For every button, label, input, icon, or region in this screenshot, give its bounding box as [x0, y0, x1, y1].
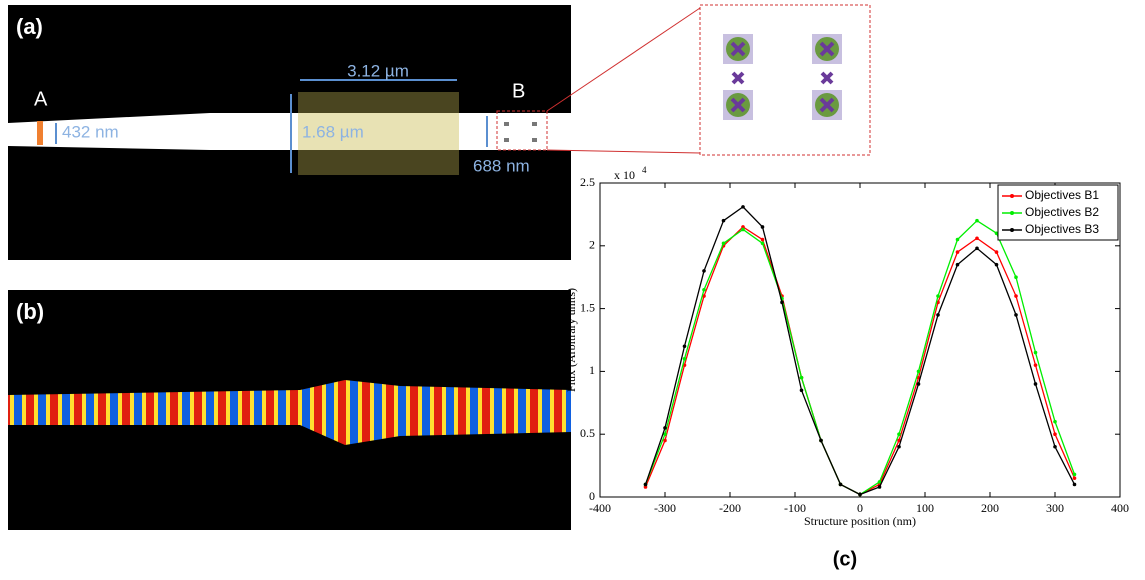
data-point — [916, 382, 921, 386]
dimension-label: 688 nm — [473, 156, 530, 175]
data-point — [955, 237, 960, 242]
data-point — [858, 492, 862, 497]
y-tick-label: 2.5 — [580, 175, 595, 189]
x-tick-label: 100 — [916, 501, 934, 515]
x-tick-label: 200 — [981, 501, 999, 515]
data-point — [994, 250, 999, 254]
panel-b: (b) — [8, 290, 571, 530]
x-tick-label: 0 — [857, 501, 863, 515]
x-tick-label: 400 — [1111, 501, 1129, 515]
x-tick-label: -200 — [719, 501, 741, 515]
data-point — [663, 432, 667, 437]
x-axis-label: Structure position (nm) — [804, 514, 916, 528]
data-point — [1072, 482, 1077, 487]
legend-marker — [1010, 194, 1014, 198]
data-point — [975, 236, 979, 241]
point-label: A — [34, 88, 48, 110]
data-point — [877, 480, 882, 484]
data-point — [721, 241, 726, 246]
dimension-label: 432 nm — [62, 122, 119, 141]
data-point — [955, 250, 960, 254]
data-point — [702, 287, 706, 292]
panel-a: (a) A B 3.12 µm 1.68 µm 432 nm 688 nm — [8, 5, 701, 260]
data-point — [741, 227, 745, 232]
legend-label: Objectives B3 — [1025, 222, 1099, 236]
dimension-label: 3.12 µm — [347, 61, 409, 80]
data-point — [897, 432, 901, 437]
data-point — [1014, 313, 1018, 317]
data-point — [1053, 444, 1057, 449]
legend-marker — [1010, 211, 1014, 215]
data-point — [1033, 350, 1038, 355]
x-tick-label: -400 — [589, 501, 611, 515]
data-point — [994, 231, 999, 236]
data-point — [916, 369, 921, 374]
data-point — [702, 269, 706, 273]
x-tick-label: -100 — [784, 501, 806, 515]
data-point — [741, 225, 745, 229]
data-point — [819, 438, 823, 443]
data-point — [975, 246, 979, 251]
data-point — [799, 388, 804, 393]
panel-label: (b) — [16, 299, 44, 324]
data-point — [721, 218, 726, 223]
panel-label: (c) — [833, 548, 857, 570]
y-multiplier-exponent: 4 — [642, 165, 647, 175]
data-point — [760, 237, 765, 242]
data-point — [1014, 275, 1018, 280]
y-tick-label: 0 — [589, 489, 595, 503]
data-point — [643, 482, 648, 487]
data-point — [897, 438, 901, 443]
panel-label: (a) — [16, 14, 43, 39]
data-point — [663, 426, 667, 430]
y-tick-label: 0.5 — [580, 426, 595, 440]
data-point — [741, 205, 745, 209]
data-point — [760, 225, 765, 229]
data-point — [955, 262, 960, 267]
y-axis-label: Flux (Arbitrary units) — [564, 288, 578, 392]
data-point — [877, 485, 882, 489]
data-point — [1033, 382, 1038, 386]
legend-marker — [1010, 228, 1014, 232]
data-point — [643, 485, 648, 489]
chart: -400 -300 -200 -100 0 100 200 300 400 0 0.5 1 1.5 2 2.… — [564, 165, 1129, 528]
data-point — [780, 300, 784, 305]
data-point — [663, 438, 667, 443]
data-point — [1014, 294, 1018, 298]
dimension-label: 1.68 µm — [302, 122, 364, 141]
y-multiplier: x 10 — [614, 168, 635, 182]
inset — [699, 4, 871, 156]
data-point — [1053, 432, 1057, 437]
data-point — [1072, 472, 1077, 477]
x-tick-label: 300 — [1046, 501, 1064, 515]
y-tick-label: 2 — [589, 238, 595, 252]
data-point — [1053, 419, 1057, 424]
point-label: B — [512, 80, 525, 102]
data-point — [682, 344, 687, 349]
data-point — [897, 444, 901, 449]
x-tick-label: -300 — [654, 501, 676, 515]
data-point — [975, 218, 979, 223]
data-point — [760, 241, 765, 246]
data-point — [799, 375, 804, 380]
data-point — [936, 313, 940, 317]
y-tick-label: 1 — [589, 363, 595, 377]
data-point — [682, 357, 687, 361]
data-point — [936, 294, 940, 298]
legend-label: Objectives B1 — [1025, 188, 1099, 202]
data-point — [1072, 476, 1077, 480]
legend-label: Objectives B2 — [1025, 205, 1099, 219]
y-tick-label: 1.5 — [580, 300, 595, 314]
data-point — [994, 262, 999, 267]
data-point — [838, 482, 843, 487]
data-point — [1033, 363, 1038, 367]
